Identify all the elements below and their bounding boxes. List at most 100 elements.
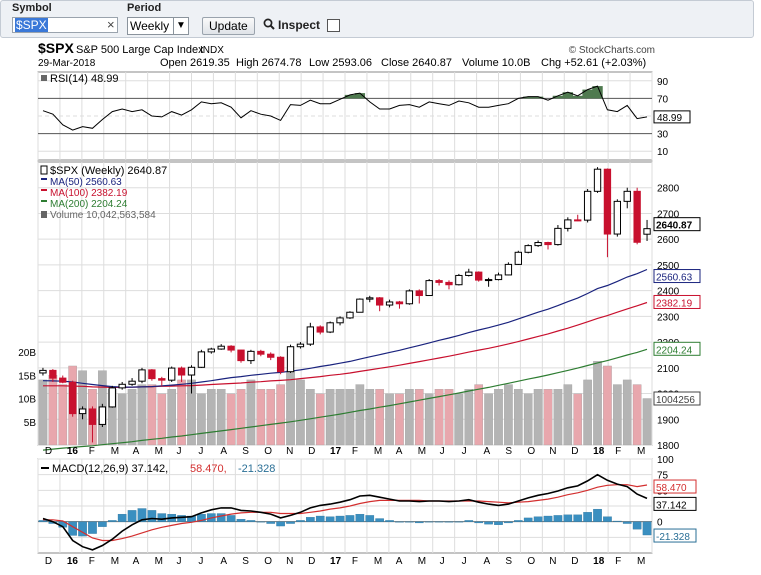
macd-value-label: 58.470 [656, 483, 687, 494]
inspect-checkbox[interactable] [327, 19, 340, 32]
clear-icon[interactable]: × [107, 17, 115, 32]
price-legend-swatch [41, 178, 47, 180]
symbol-input[interactable]: $SPX [12, 17, 118, 33]
macd-histogram-bar [593, 508, 602, 522]
candle-body [613, 200, 622, 235]
rsi-tick-label: 90 [657, 77, 669, 88]
candle-body [118, 383, 126, 389]
macd-x-label: M [374, 556, 382, 567]
update-button[interactable]: Update [202, 17, 255, 35]
period-select[interactable]: Weekly ▼ [127, 17, 189, 35]
macd-legend-item: -21.328 [238, 463, 275, 475]
price-value-box [653, 391, 701, 406]
inspect-toggle[interactable]: Inspect [263, 18, 320, 32]
candle-body [574, 219, 582, 222]
price-legend-swatch [40, 165, 48, 175]
macd-histogram-bar [622, 521, 632, 524]
macd-histogram-bar [177, 515, 186, 522]
price-legend-swatch [41, 189, 47, 191]
rsi-legend-swatch [41, 75, 47, 81]
header-close: Close 2640.87 [381, 57, 452, 69]
macd-histogram-bar [414, 521, 424, 524]
price-x-label: J [440, 446, 445, 457]
price-x-label: A [220, 446, 227, 457]
macd-x-label: N [286, 556, 293, 567]
macd-histogram-bar [395, 521, 404, 523]
header-low: Low 2593.06 [309, 57, 372, 69]
volume-bar [286, 370, 295, 446]
price-tick-label: 2400 [657, 287, 680, 298]
macd-histogram-bar [246, 520, 256, 522]
macd-x-label: D [571, 556, 578, 567]
price-x-label: J [198, 446, 203, 457]
macd-histogram-bar [325, 516, 335, 522]
price-x-label: N [286, 446, 293, 457]
macd-x-label: O [264, 556, 272, 567]
macd-histogram-bar [335, 515, 345, 522]
header-symbol: $SPX [38, 40, 74, 56]
volume-bar [484, 393, 493, 446]
candle-body [435, 280, 443, 283]
volume-bar [127, 389, 137, 446]
candle-body [524, 245, 532, 253]
volume-bar [355, 384, 365, 446]
macd-histogram-bar [474, 521, 484, 524]
candle-body [39, 369, 47, 374]
macd-tick-label: 75 [657, 471, 669, 482]
chevron-down-icon[interactable]: ▼ [173, 18, 188, 34]
candle-body [158, 378, 166, 381]
macd-x-label: F [89, 556, 95, 567]
macd-histogram-bar [296, 520, 305, 522]
candle-body [405, 290, 414, 305]
volume-bar [642, 398, 652, 446]
rsi-line [42, 85, 648, 131]
macd-histogram-bar [38, 520, 48, 522]
macd-x-label: J [198, 556, 203, 567]
macd-x-label: M [155, 556, 163, 567]
volume-bar [405, 389, 414, 446]
price-legend-item: MA(50) 2560.63 [50, 177, 122, 188]
price-x-label: F [89, 446, 95, 457]
volume-bar [513, 389, 523, 446]
price-value-label: 2204.24 [656, 345, 693, 356]
macd-x-label: D [45, 556, 52, 567]
volume-bar [226, 393, 236, 446]
candle-body [544, 242, 552, 246]
candle-body [484, 279, 493, 282]
macd-histogram-bar [533, 516, 543, 522]
candle-body [445, 281, 453, 286]
macd-histogram-bar [642, 521, 652, 536]
macd-histogram-bar [513, 520, 523, 522]
candle-body [326, 322, 334, 333]
candle-body [564, 219, 572, 229]
price-x-label: A [484, 446, 491, 457]
volume-bar [345, 389, 355, 446]
period-select-value: Weekly [130, 19, 170, 33]
macd-histogram-bar [286, 521, 295, 524]
candle-body [494, 274, 503, 281]
volume-tick-label: 20B [18, 348, 36, 359]
macd-line [42, 473, 648, 551]
candle-body [425, 280, 433, 297]
candle-body [227, 345, 235, 351]
rsi-last-value: 48.99 [657, 113, 682, 124]
macd-histogram-bar [226, 515, 236, 522]
price-x-label: J [462, 446, 467, 457]
header-chg: Chg +52.61 (+2.03%) [541, 57, 646, 69]
price-x-label: S [242, 446, 249, 457]
macd-tick-label: 0 [657, 518, 663, 529]
volume-bar [622, 379, 632, 446]
macd-histogram-bar [603, 516, 612, 522]
macd-legend-item: 58.470, [190, 463, 227, 475]
price-x-label: D [45, 446, 52, 457]
macd-histogram-bar [266, 521, 276, 524]
price-value-box [653, 217, 701, 232]
volume-bar [395, 393, 404, 446]
candle-body [415, 290, 423, 297]
macd-x-label: 17 [330, 556, 342, 567]
price-tick-label: 1900 [657, 415, 680, 426]
price-value-label: 2382.19 [656, 298, 693, 309]
price-x-label: J [177, 446, 182, 457]
price-tick-label: 2500 [657, 261, 680, 272]
